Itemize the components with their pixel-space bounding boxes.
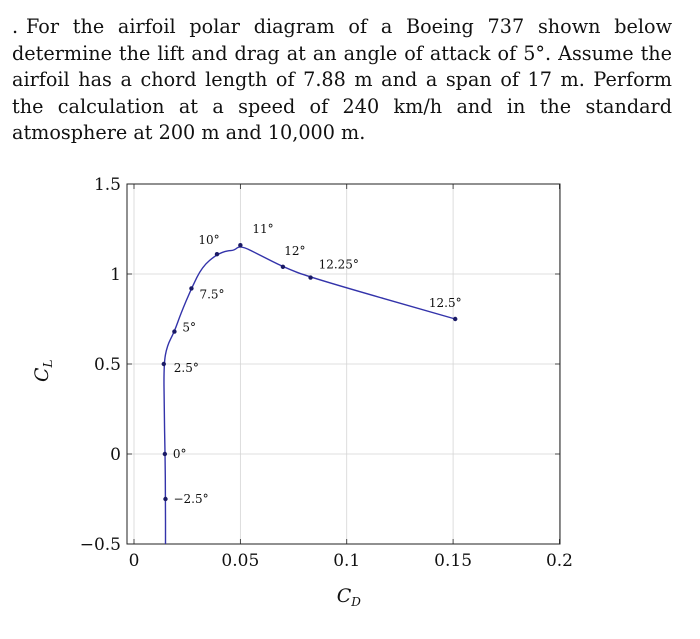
point-label: 12°: [284, 244, 305, 258]
x-tick-label: 0: [129, 551, 140, 571]
data-point: [238, 243, 243, 248]
problem-statement: . For the airfoil polar diagram of a Boei…: [12, 14, 672, 147]
x-tick-label: 0.2: [546, 551, 573, 571]
data-point: [163, 496, 168, 502]
point-label: 12.5°: [429, 296, 462, 310]
data-points: [161, 243, 458, 502]
data-point: [172, 329, 177, 334]
point-label: 11°: [252, 222, 273, 236]
point-label: 5°: [182, 321, 196, 335]
x-tick-label: 0.15: [434, 551, 472, 571]
problem-bullet: .: [12, 15, 19, 38]
x-axis-label: CD: [337, 585, 362, 609]
data-point: [308, 275, 313, 280]
y-tick-label: 0.5: [94, 355, 121, 375]
problem-text: For the airfoil polar diagram of a Boein…: [12, 15, 672, 144]
data-point: [161, 361, 166, 367]
point-label: 2.5°: [174, 361, 199, 375]
x-tick-label: 0.05: [221, 551, 259, 571]
point-label: −2.5°: [173, 492, 208, 506]
point-label: 0°: [173, 447, 187, 461]
y-tick-label: 0: [110, 445, 121, 465]
data-point: [162, 451, 168, 457]
point-label: 7.5°: [199, 287, 224, 301]
data-point: [189, 286, 194, 291]
y-tick-label: −0.5: [80, 535, 121, 555]
y-tick-label: 1.5: [94, 175, 121, 195]
polar-curve: [163, 246, 456, 544]
data-point: [214, 252, 220, 257]
point-labels: 2.5° 0° −2.5° 5° 7.5° 10° 11° 12° 12.25° 12.5°: [173, 222, 462, 506]
y-tick-label: 1: [110, 265, 121, 285]
point-label: 10°: [198, 233, 219, 247]
axis-ticks: 0 0.05 0.1 0.15 0.2 −0.5 0 0.5 1 1.5: [80, 175, 573, 571]
point-label: 12.25°: [319, 258, 359, 272]
x-tick-label: 0.1: [333, 551, 360, 571]
y-axis-label: CL: [31, 359, 55, 382]
data-point: [280, 264, 286, 269]
data-point: [453, 316, 458, 322]
